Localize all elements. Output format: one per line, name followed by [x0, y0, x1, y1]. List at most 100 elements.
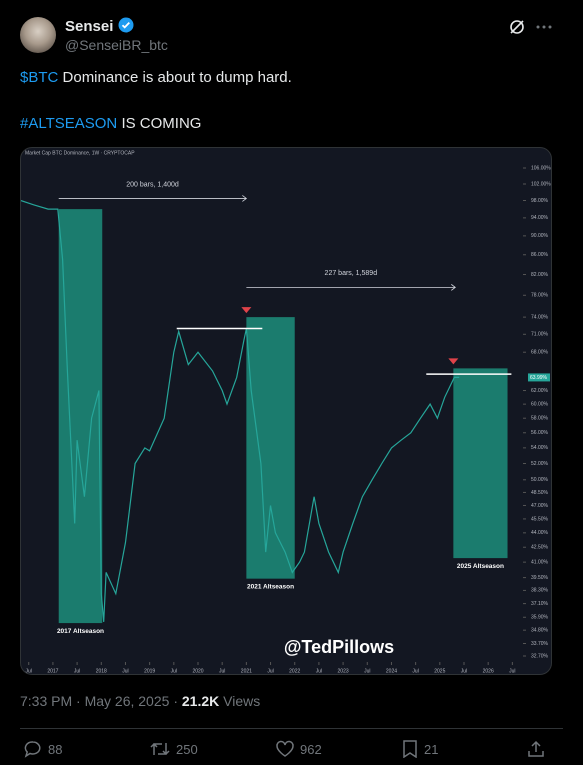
y-tick-label: 60.00% [531, 401, 549, 407]
y-tick-label: 68.00% [531, 350, 549, 356]
chart-header: Market Cap BTC Dominance, 1W · CRYPTOCAP [25, 150, 135, 156]
y-tick-label: 82.00% [531, 272, 549, 278]
y-tick-label: 48.50% [531, 490, 549, 496]
views-count: 21.2K [181, 693, 220, 709]
x-tick-label: Jul [219, 668, 225, 674]
x-tick-label: 2026 [483, 668, 494, 674]
cashtag[interactable]: $BTC [20, 69, 59, 86]
bookmark-icon [403, 740, 417, 758]
y-tick-label: 50.00% [531, 477, 549, 483]
x-tick-label: Jul [74, 668, 80, 674]
y-tick-label: 42.50% [531, 545, 549, 551]
y-tick-label: 54.00% [531, 445, 549, 451]
measure-label: 200 bars, 1,400d [126, 181, 179, 188]
measure-arrow [58, 195, 248, 202]
divider [20, 728, 563, 729]
measure-arrow [246, 284, 456, 291]
x-tick-label: Jul [122, 668, 128, 674]
y-tick-label: 52.00% [531, 461, 549, 467]
x-tick-label: 2019 [144, 668, 155, 674]
tweet-line: #ALTSEASON IS COMING [20, 115, 201, 132]
repost-count: 250 [176, 741, 198, 757]
repost-button[interactable]: 250 [150, 740, 198, 758]
measure-label: 227 bars, 1,589d [325, 270, 378, 277]
x-tick-label: 2023 [338, 668, 349, 674]
x-tick-label: Jul [267, 668, 273, 674]
y-tick-label: 33.70% [531, 641, 549, 647]
tweet-text: Dominance is about to dump hard. [62, 69, 292, 86]
y-tick-label: 32.70% [531, 653, 549, 659]
y-tick-label: 34.80% [531, 628, 549, 634]
altseason-zone [453, 368, 508, 559]
x-tick-label: 2020 [192, 668, 203, 674]
timestamp[interactable]: 7:33 PM · May 26, 2025 [20, 693, 170, 709]
y-tick-label: 62.00% [531, 388, 549, 394]
y-tick-label: 78.00% [531, 293, 549, 299]
bookmark-button[interactable]: 21 [402, 740, 438, 758]
views-label: Views [223, 693, 261, 709]
author-name-text[interactable]: Sensei [65, 18, 114, 35]
dominance-line [21, 200, 460, 622]
x-tick-label: 2025 [434, 668, 445, 674]
x-tick-label: 2017 [47, 668, 58, 674]
last-value-box [528, 373, 550, 382]
top-marker [241, 307, 252, 314]
hashtag[interactable]: #ALTSEASON [20, 115, 118, 132]
chart-image[interactable]: Market Cap BTC Dominance, 1W · CRYPTOCAP… [20, 147, 552, 675]
x-tick-label: 2021 [241, 668, 252, 674]
avatar[interactable] [20, 17, 56, 53]
y-tick-label: 39.50% [531, 575, 549, 581]
x-tick-label: Jul [461, 668, 467, 674]
y-tick-label: 38.30% [531, 588, 549, 594]
y-tick-label: 58.00% [531, 416, 549, 422]
reply-button[interactable]: 88 [24, 740, 62, 758]
zone-label: 2025 Altseason [457, 563, 504, 570]
reply-count: 88 [48, 741, 63, 757]
like-icon [276, 740, 294, 757]
x-tick-label: Jul [412, 668, 418, 674]
x-tick-label: Jul [509, 668, 515, 674]
meta: 7:33 PM · May 26, 2025 · 21.2K Views [20, 693, 260, 709]
y-tick-label: 94.00% [531, 215, 549, 221]
repost-icon [150, 742, 170, 756]
reply-icon [24, 741, 41, 758]
y-tick-label: 98.00% [531, 198, 549, 204]
last-value-label: 63.99% [530, 375, 548, 381]
like-button[interactable]: 962 [276, 740, 322, 758]
y-tick-label: 74.00% [531, 314, 549, 320]
author-name[interactable]: Sensei [65, 17, 134, 35]
y-tick-label: 35.90% [531, 615, 549, 621]
y-tick-label: 56.00% [531, 430, 549, 436]
x-tick-label: 2018 [96, 668, 107, 674]
y-tick-label: 37.10% [531, 601, 549, 607]
chart: Market Cap BTC Dominance, 1W · CRYPTOCAP… [21, 150, 551, 674]
bookmark-count: 21 [424, 741, 439, 757]
separator: · [173, 693, 178, 709]
y-tick-label: 47.00% [531, 503, 549, 509]
tweet-line: $BTC Dominance is about to dump hard. [20, 69, 292, 86]
y-tick-label: 41.00% [531, 559, 549, 565]
x-tick-label: 2022 [289, 668, 300, 674]
y-tick-label: 86.00% [531, 252, 549, 258]
zone-label: 2021 Altseason [247, 583, 294, 590]
handle[interactable]: @SenseiBR_btc [65, 37, 168, 53]
y-tick-label: 45.50% [531, 516, 549, 522]
share-button[interactable] [527, 740, 545, 758]
like-count: 962 [300, 741, 322, 757]
y-tick-label: 44.00% [531, 530, 549, 536]
watermark: @TedPillows [284, 637, 394, 657]
x-tick-label: Jul [364, 668, 370, 674]
x-tick-label: Jul [26, 668, 32, 674]
x-tick-label: Jul [316, 668, 322, 674]
y-tick-label: 71.00% [531, 332, 549, 338]
x-tick-label: Jul [171, 668, 177, 674]
top-marker [448, 358, 459, 365]
y-tick-label: 90.00% [531, 233, 549, 239]
top-icons[interactable] [508, 18, 558, 36]
altseason-zone [58, 209, 103, 624]
zone-label: 2017 Altseason [57, 628, 104, 635]
y-tick-label: 106.00% [531, 165, 551, 171]
verified-badge [118, 17, 134, 33]
tweet-text: IS COMING [121, 115, 202, 132]
